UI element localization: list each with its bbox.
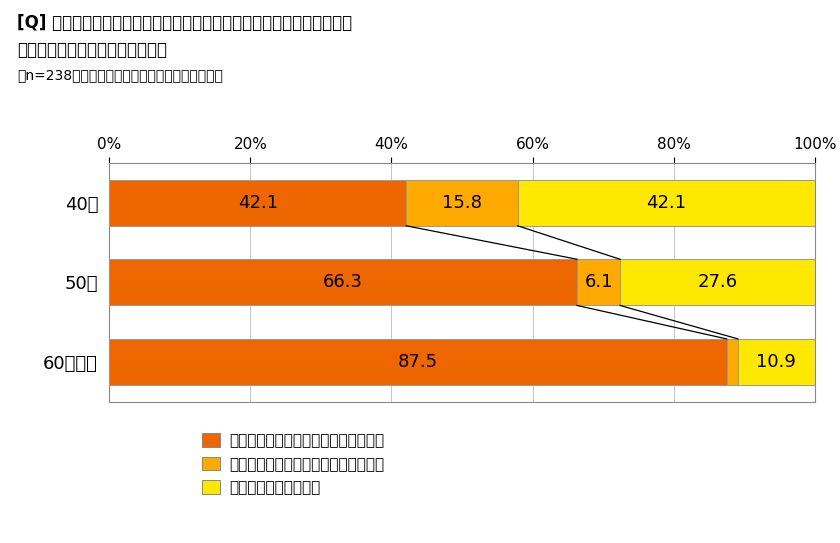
Bar	[727, 339, 738, 385]
Bar	[407, 180, 517, 226]
Text: 15.8: 15.8	[442, 194, 482, 212]
Text: 指摘をされたことはありますか？: 指摘をされたことはありますか？	[17, 41, 167, 59]
Text: 27.6: 27.6	[697, 273, 738, 292]
Text: [Q] 健康診断や人間ドックで「血圧が高め」もしくは「血圧が低め」と: [Q] 健康診断や人間ドックで「血圧が高め」もしくは「血圧が低め」と	[17, 14, 352, 31]
Text: 42.1: 42.1	[646, 194, 686, 212]
Bar	[738, 339, 815, 385]
Bar	[577, 259, 620, 306]
Text: （n=238、血圧が気になっている人、単一回答）: （n=238、血圧が気になっている人、単一回答）	[17, 68, 223, 82]
Bar	[620, 259, 815, 306]
Text: 10.9: 10.9	[756, 353, 796, 371]
Bar	[109, 259, 577, 306]
Text: 87.5: 87.5	[398, 353, 438, 371]
Bar	[517, 180, 815, 226]
Text: 42.1: 42.1	[238, 194, 278, 212]
Bar	[109, 180, 407, 226]
Legend: 「血圧高め」と指摘されたことがある, 「血圧低め」と指摘されたことがある, 指摘されたことはない: 「血圧高め」と指摘されたことがある, 「血圧低め」と指摘されたことがある, 指摘…	[202, 433, 384, 495]
Bar	[109, 339, 727, 385]
Text: 6.1: 6.1	[585, 273, 613, 292]
Text: 66.3: 66.3	[323, 273, 363, 292]
